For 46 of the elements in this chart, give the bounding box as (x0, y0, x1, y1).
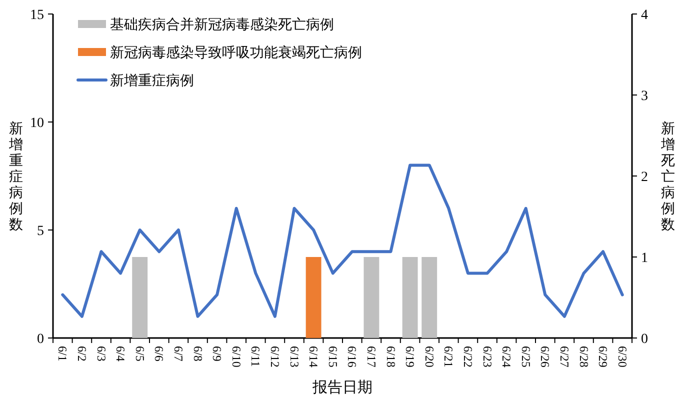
x-tick-label: 6/9 (210, 346, 224, 362)
y-tick-label: 0 (37, 332, 44, 347)
x-tick-label: 6/10 (229, 346, 244, 368)
y2-tick-label: 0 (641, 332, 648, 347)
x-axis-title: 报告日期 (312, 379, 372, 396)
x-tick-label: 6/24 (500, 346, 514, 368)
x-tick-label: 6/21 (442, 346, 456, 368)
x-tick-label: 6/27 (557, 346, 572, 368)
x-tick-label: 6/1 (56, 346, 70, 362)
x-tick-label: 6/16 (345, 346, 360, 368)
y2-tick-label: 3 (641, 89, 648, 104)
x-tick-label: 6/19 (403, 346, 418, 368)
x-tick-label: 6/11 (248, 346, 263, 367)
x-tick-label: 6/15 (326, 346, 340, 368)
x-tick-label: 6/12 (268, 346, 282, 368)
y-tick-label: 15 (30, 8, 44, 23)
y2-tick-label: 4 (641, 8, 648, 23)
x-tick-label: 6/8 (190, 346, 205, 362)
x-tick-label: 6/23 (480, 346, 494, 368)
x-tick-label: 6/17 (364, 346, 378, 368)
x-tick-label: 6/26 (538, 346, 552, 368)
x-tick-label: 6/14 (306, 346, 321, 368)
y-tick-label: 10 (30, 116, 44, 131)
line-series (61, 164, 624, 318)
x-tick-label: 6/2 (74, 346, 89, 362)
legend-label: 基础疾病合并新冠病毒感染死亡病例 (110, 17, 334, 33)
legend-label: 新冠病毒感染导致呼吸功能衰竭死亡病例 (110, 45, 362, 61)
x-tick-label: 6/18 (384, 346, 398, 368)
legend-label: 新增重症病例 (110, 73, 194, 89)
y-axis-title: 新增重症病例数 (8, 121, 23, 233)
x-tick-label: 6/3 (94, 346, 108, 362)
x-tick-label: 6/4 (114, 346, 128, 362)
x-tick-label: 6/22 (460, 346, 475, 368)
x-tick-label: 6/29 (596, 346, 610, 368)
x-tick-label: 6/7 (171, 346, 186, 362)
x-tick-label: 6/25 (518, 346, 533, 368)
y2-tick-label: 1 (641, 251, 648, 266)
y2-axis-title: 新增死亡病例数 (660, 121, 675, 233)
x-tick-label: 6/5 (132, 346, 147, 362)
x-tick-label: 6/20 (422, 346, 436, 368)
y2-tick-label: 2 (641, 170, 648, 185)
x-tick-label: 6/6 (152, 346, 166, 362)
x-tick-label: 6/28 (576, 346, 591, 368)
x-tick-label: 6/13 (287, 346, 302, 368)
y-tick-label: 5 (37, 224, 44, 239)
x-tick-label: 6/30 (615, 346, 630, 368)
